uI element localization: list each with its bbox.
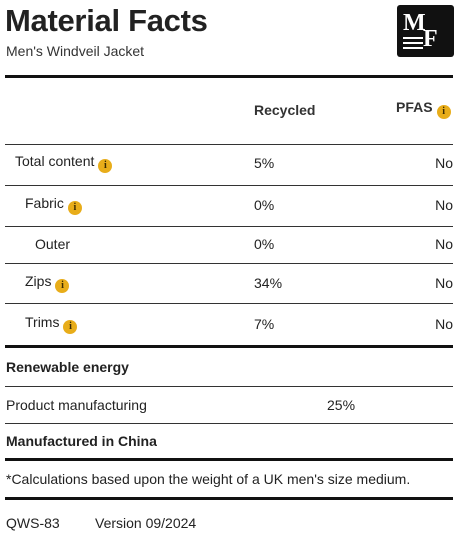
pfas-value: No [435,236,453,252]
product-name: Men's Windveil Jacket [6,43,145,59]
column-header-pfas: PFAS i [396,99,451,119]
divider [5,303,453,304]
renewable-row-label: Product manufacturing [6,397,147,413]
column-header-pfas-label: PFAS [396,99,433,115]
logo-lines [403,37,423,52]
divider [5,226,453,227]
bottom-rule [5,497,453,500]
footnote: *Calculations based upon the weight of a… [6,471,411,487]
row-label-zips: Zips [25,273,52,289]
recycled-value: 0% [254,197,275,213]
divider [5,185,453,186]
divider [5,386,453,387]
section-rule [5,345,453,348]
recycled-value: 5% [254,155,275,171]
pfas-value: No [435,316,453,332]
divider [5,263,453,264]
mf-logo: M F [397,5,454,57]
info-icon[interactable]: i [436,105,451,119]
product-code: QWS-83 [6,515,60,531]
row-label-total-content: Total content [15,153,95,169]
info-icon[interactable]: i [98,159,113,173]
pfas-value: No [435,155,453,171]
info-icon[interactable]: i [55,279,70,293]
info-icon[interactable]: i [63,320,78,334]
table-row-label: Outer [35,236,71,252]
page-title: Material Facts [5,3,208,38]
table-row-label: Fabric i [25,195,82,215]
pfas-value: No [435,197,453,213]
info-icon[interactable]: i [67,201,82,215]
pfas-value: No [435,275,453,291]
origin-heading: Manufactured in China [6,433,157,449]
row-label-fabric: Fabric [25,195,64,211]
table-row-label: Trims i [25,314,78,334]
renewable-heading: Renewable energy [6,359,129,375]
logo-letter-m: M [403,10,426,36]
divider [5,423,453,424]
table-row-label: Zips i [25,273,70,293]
row-label-trims: Trims [25,314,60,330]
top-rule [5,75,453,78]
section-rule [5,458,453,461]
version-label: Version 09/2024 [95,515,197,531]
table-row-label: Total content i [15,153,113,173]
column-header-recycled: Recycled [254,102,316,118]
divider [5,144,453,145]
recycled-value: 0% [254,236,275,252]
recycled-value: 7% [254,316,275,332]
recycled-value: 34% [254,275,283,291]
renewable-row-value: 25% [327,397,356,413]
logo-letter-f: F [423,26,438,52]
